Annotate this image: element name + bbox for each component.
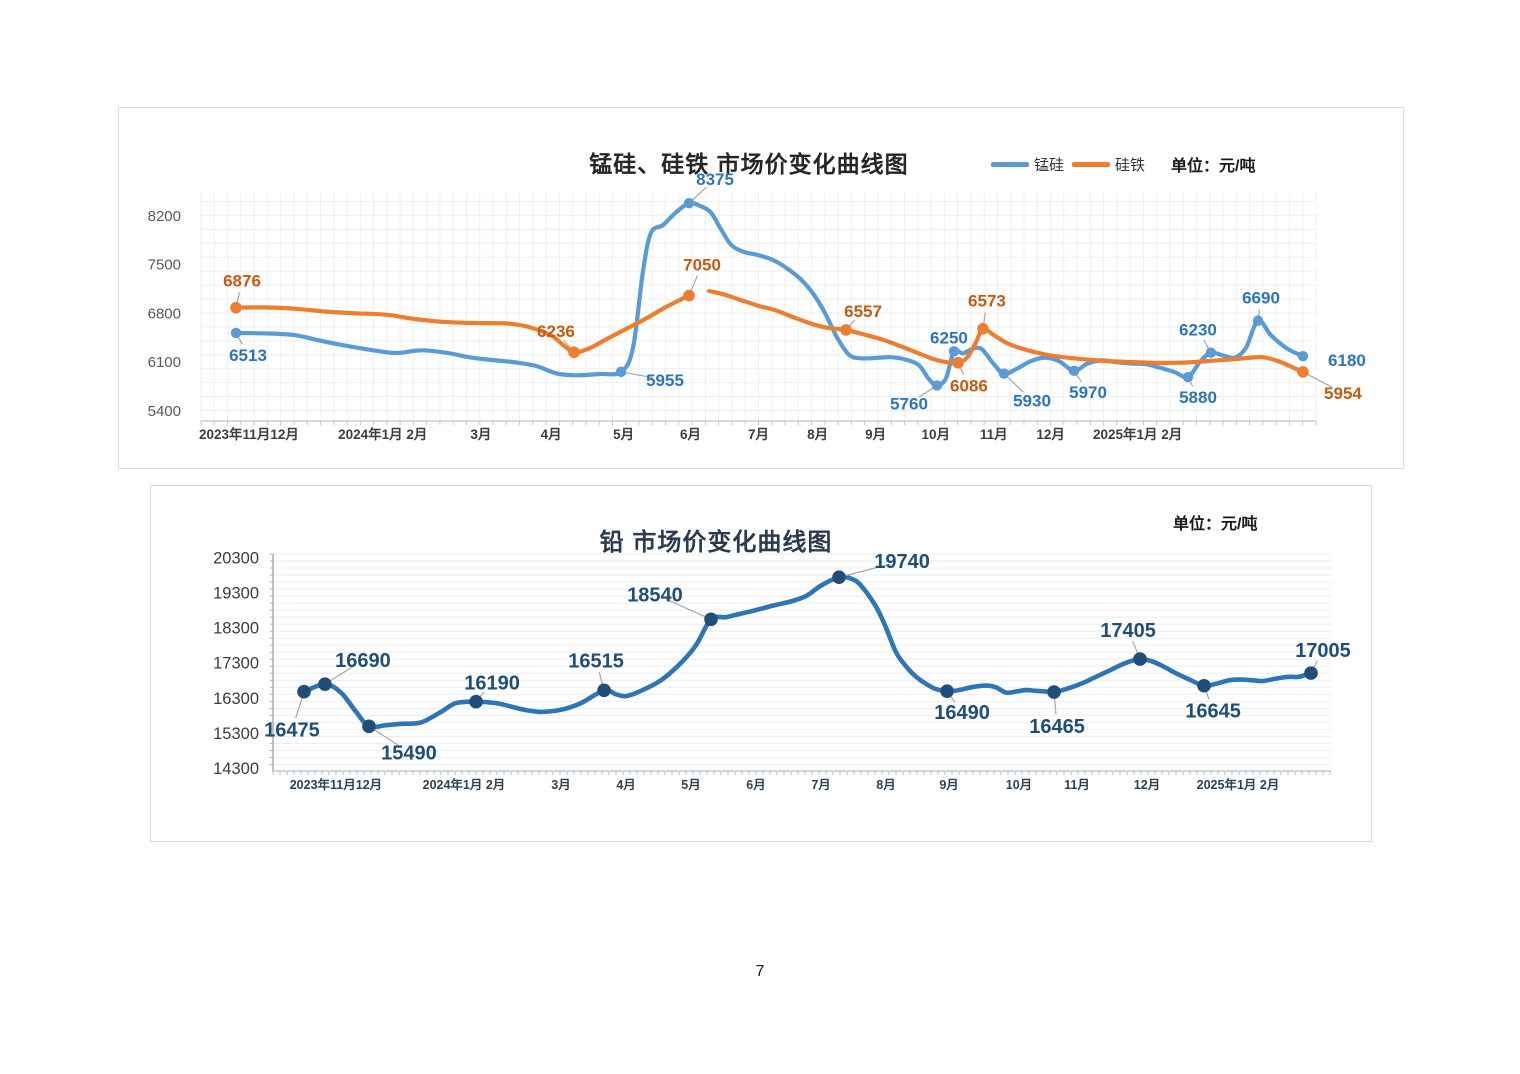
svg-text:18300: 18300	[213, 620, 259, 638]
svg-text:6100: 6100	[148, 354, 181, 371]
svg-text:17005: 17005	[1295, 640, 1351, 662]
legend-label-simn: 锰硅	[1034, 157, 1065, 174]
svg-text:10月: 10月	[1006, 778, 1032, 792]
svg-text:9月: 9月	[865, 427, 886, 442]
svg-text:5760: 5760	[890, 394, 928, 413]
svg-text:16690: 16690	[335, 650, 391, 672]
svg-text:6876: 6876	[223, 272, 261, 291]
svg-text:6月: 6月	[746, 778, 765, 792]
svg-text:11月: 11月	[1064, 778, 1090, 792]
svg-text:6236: 6236	[537, 322, 575, 341]
svg-text:5月: 5月	[681, 778, 700, 792]
page-number: 7	[755, 963, 765, 980]
svg-text:5880: 5880	[1179, 388, 1217, 407]
svg-text:6月: 6月	[680, 427, 701, 442]
svg-text:15490: 15490	[381, 742, 437, 764]
svg-text:5400: 5400	[148, 403, 181, 420]
svg-text:16645: 16645	[1185, 701, 1241, 723]
svg-text:3月: 3月	[551, 778, 570, 792]
svg-text:8200: 8200	[148, 208, 181, 225]
chart1-canvas: 8200 7500 6800 6100 5400 2023年11月12月 2024年1月 2…	[148, 170, 1366, 442]
svg-text:16300: 16300	[213, 690, 259, 708]
svg-text:16490: 16490	[934, 702, 990, 724]
svg-text:12月: 12月	[1134, 778, 1160, 792]
svg-text:15300: 15300	[213, 725, 259, 743]
svg-text:16515: 16515	[568, 650, 624, 672]
svg-text:17405: 17405	[1100, 620, 1156, 642]
svg-text:2025年1月 2月: 2025年1月 2月	[1093, 426, 1182, 442]
svg-text:16465: 16465	[1029, 716, 1085, 738]
svg-text:2025年1月 2月: 2025年1月 2月	[1197, 777, 1280, 792]
svg-text:4月: 4月	[616, 778, 635, 792]
legend-label-fesi: 硅铁	[1115, 157, 1146, 174]
svg-text:6573: 6573	[968, 292, 1006, 311]
svg-text:17300: 17300	[213, 655, 259, 673]
svg-text:19300: 19300	[213, 585, 259, 603]
chart2-canvas: 20300 19300 18300 17300 16300 15300 14300 2023年…	[213, 549, 1351, 792]
svg-text:6690: 6690	[1242, 289, 1280, 308]
simn-line-swatch	[991, 162, 1029, 167]
legend-item-simn: 锰硅	[991, 154, 1064, 175]
svg-text:8月: 8月	[807, 427, 828, 442]
svg-text:20300: 20300	[213, 549, 259, 567]
svg-text:6180: 6180	[1328, 351, 1366, 370]
svg-text:7050: 7050	[683, 255, 721, 274]
svg-text:3月: 3月	[470, 427, 491, 442]
svg-text:5954: 5954	[1324, 384, 1362, 403]
svg-text:6086: 6086	[950, 377, 988, 396]
svg-text:6557: 6557	[844, 302, 882, 321]
chart2-title: 铅 市场价变化曲线图	[599, 528, 833, 556]
fesi-line-swatch	[1072, 162, 1111, 167]
svg-text:2024年1月 2月: 2024年1月 2月	[338, 426, 427, 442]
svg-text:5970: 5970	[1069, 383, 1107, 402]
chart1-unit-label: 单位：元/吨	[1171, 158, 1256, 175]
svg-text:9月: 9月	[939, 778, 958, 792]
svg-text:7500: 7500	[148, 257, 181, 274]
svg-text:4月: 4月	[541, 427, 562, 442]
svg-text:6230: 6230	[1179, 321, 1217, 340]
svg-text:2023年11月12月: 2023年11月12月	[290, 777, 382, 792]
svg-text:8375: 8375	[696, 170, 734, 189]
svg-text:2024年1月 2月: 2024年1月 2月	[423, 777, 506, 792]
svg-text:8月: 8月	[876, 778, 895, 792]
chart1-legend: 锰硅 硅铁	[991, 154, 1145, 175]
svg-text:16475: 16475	[264, 720, 320, 742]
chart-card-simn-fesi: 锰硅、硅铁 市场价变化曲线图 锰硅 硅铁 单位：元/吨 8200 7500 6800…	[118, 107, 1404, 469]
svg-text:11月: 11月	[980, 427, 1008, 442]
svg-text:7月: 7月	[748, 427, 769, 442]
svg-text:5月: 5月	[613, 427, 634, 442]
chart2-unit-label: 单位：元/吨	[1173, 516, 1258, 533]
svg-text:19740: 19740	[874, 551, 930, 573]
svg-text:5955: 5955	[646, 371, 684, 390]
svg-text:6250: 6250	[930, 328, 968, 347]
svg-text:5930: 5930	[1013, 392, 1051, 411]
svg-text:7月: 7月	[811, 778, 830, 792]
chart-card-lead: 铅 市场价变化曲线图 单位：元/吨 20300 19300 18300 17300 16…	[150, 485, 1372, 842]
svg-text:12月: 12月	[1036, 427, 1065, 442]
svg-text:2023年11月12月: 2023年11月12月	[199, 426, 299, 442]
svg-text:6513: 6513	[229, 346, 267, 365]
svg-text:6800: 6800	[148, 305, 181, 322]
svg-text:10月: 10月	[922, 427, 951, 442]
svg-text:14300: 14300	[213, 760, 259, 778]
chart1-title: 锰硅、硅铁 市场价变化曲线图	[589, 151, 909, 178]
svg-text:18540: 18540	[627, 584, 683, 606]
svg-text:16190: 16190	[464, 673, 520, 695]
legend-item-fesi: 硅铁	[1072, 154, 1145, 175]
